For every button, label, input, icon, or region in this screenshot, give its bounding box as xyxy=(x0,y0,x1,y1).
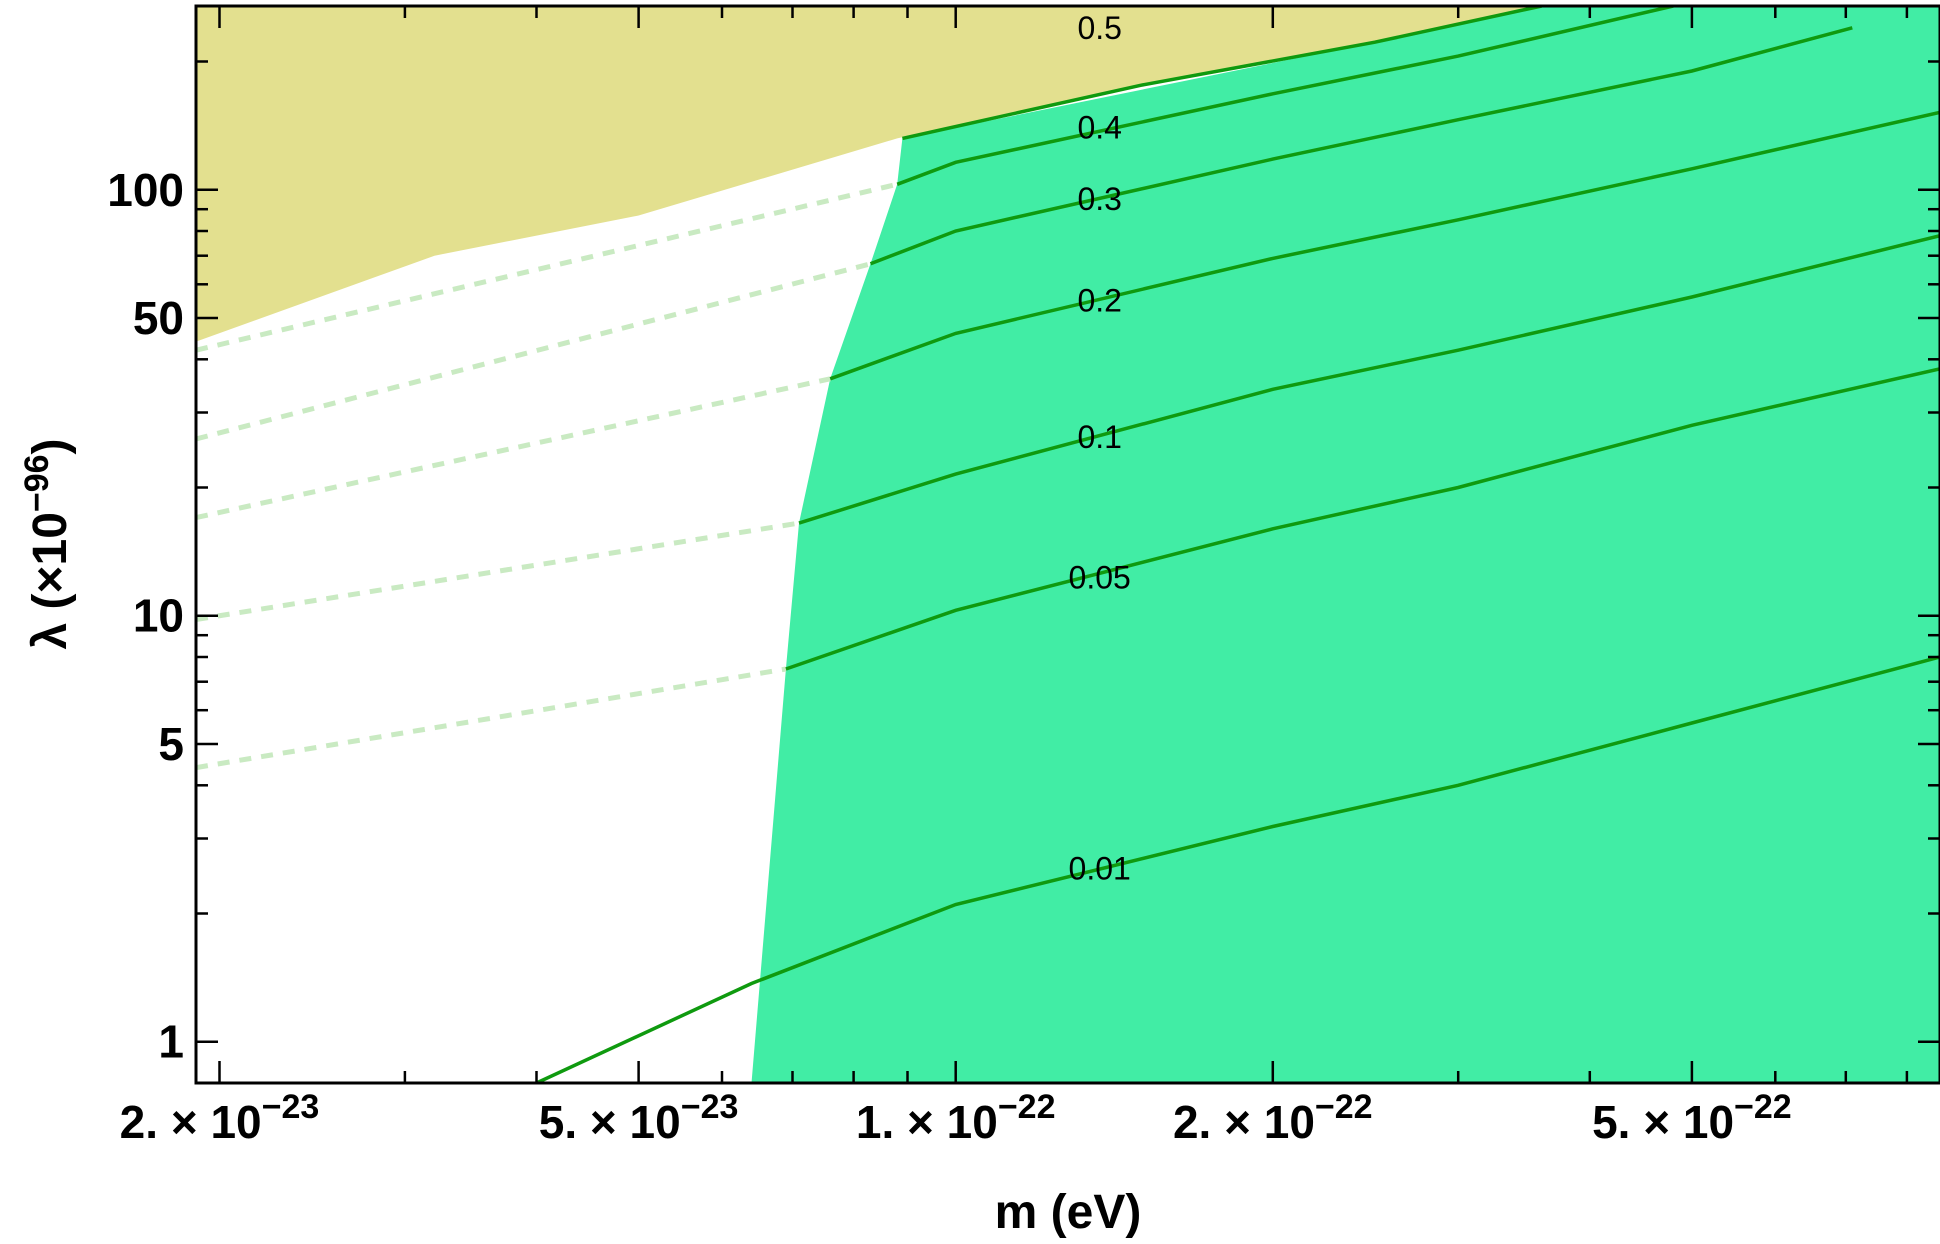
x-tick-label: 5. × 10−22 xyxy=(1592,1088,1792,1148)
y-tick-label: 1 xyxy=(158,1016,184,1068)
contour-solid-0.5 xyxy=(902,6,1542,141)
excluded-region xyxy=(196,6,1940,342)
contour-label-0.1: 0.1 xyxy=(1077,419,1121,455)
contour-dashed-0.4 xyxy=(196,181,898,353)
allowed-region xyxy=(751,6,1940,1083)
contour-dashed-0.1 xyxy=(196,520,800,622)
contour-solid-0.3 xyxy=(869,26,1853,266)
x-axis-title: m (eV) xyxy=(995,1186,1142,1239)
contour-dashed-0.05 xyxy=(196,666,787,771)
y-axis-title: λ (×10−96) xyxy=(18,438,77,649)
contour-solid-0.2 xyxy=(829,110,1940,381)
x-tick-label: 1. × 10−22 xyxy=(856,1088,1056,1148)
plot-area xyxy=(196,6,1940,1083)
plot-frame xyxy=(194,4,1940,1085)
y-tick-label: 100 xyxy=(107,164,184,216)
axis-ticks xyxy=(196,6,1940,1083)
contour-label-0.2: 0.2 xyxy=(1077,282,1121,318)
contour-lines xyxy=(196,6,1940,1083)
contour-solid-0.1 xyxy=(798,234,1940,525)
x-tick-label: 2. × 10−23 xyxy=(120,1088,320,1148)
y-tick-label: 50 xyxy=(133,292,184,344)
contour-solid-0.05 xyxy=(785,367,1940,671)
contour-label-0.05: 0.05 xyxy=(1069,559,1131,595)
contour-label-0.01: 0.01 xyxy=(1069,851,1131,887)
contour-label-0.5: 0.5 xyxy=(1077,10,1121,46)
x-tick-label: 5. × 10−23 xyxy=(539,1088,739,1148)
y-tick-labels: 1 5 10 50 100 xyxy=(107,164,184,1068)
contour-dashed-0.3 xyxy=(196,261,872,442)
y-tick-label: 5 xyxy=(158,718,184,770)
y-axis-title-close: ) xyxy=(24,438,77,454)
y-axis-title-base: λ (×10 xyxy=(24,512,77,649)
contour-label-0.4: 0.4 xyxy=(1077,110,1121,146)
contour-solid-0.4 xyxy=(896,6,1674,186)
x-tick-labels: 2. × 10−23 5. × 10−23 1. × 10−22 2. × 10−22… xyxy=(120,1088,1792,1148)
contour-label-0.3: 0.3 xyxy=(1077,181,1121,217)
x-tick-label: 2. × 10−22 xyxy=(1173,1088,1373,1148)
contour-solid-0.01 xyxy=(535,655,1940,1083)
y-axis-title-exponent: −96 xyxy=(18,454,56,512)
contour-labels: 0.01 0.05 0.1 0.2 0.3 0.4 0.5 xyxy=(1069,10,1131,887)
y-tick-label: 10 xyxy=(133,590,184,642)
